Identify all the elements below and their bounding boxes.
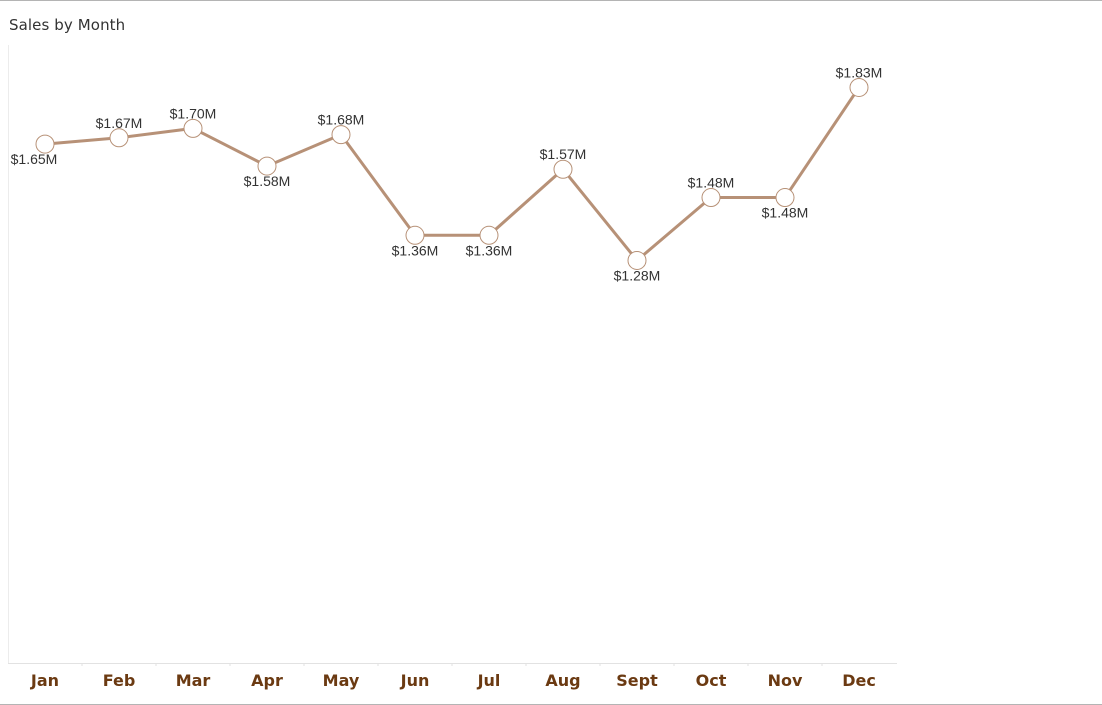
data-label-sept: $1.28M <box>614 267 661 283</box>
data-label-dec: $1.83M <box>836 64 883 80</box>
data-point-jan[interactable] <box>35 134 55 154</box>
chart-title: Sales by Month <box>9 16 126 34</box>
data-label-jul: $1.36M <box>466 242 513 258</box>
data-label-oct: $1.48M <box>688 175 735 191</box>
data-point-oct[interactable] <box>701 188 721 208</box>
x-tick-label-sept: Sept <box>616 671 658 690</box>
data-label-may: $1.68M <box>318 112 365 128</box>
data-point-sept[interactable] <box>627 250 647 270</box>
data-point-feb[interactable] <box>109 128 129 148</box>
data-point-nov[interactable] <box>775 188 795 208</box>
x-axis: Jan Feb Mar Apr May Jun Jul Aug Sept Oct Nov Dec <box>30 663 876 690</box>
data-label-feb: $1.67M <box>96 115 143 131</box>
data-point-mar[interactable] <box>183 118 203 138</box>
x-tick-label-oct: Oct <box>696 671 727 690</box>
x-tick-label-mar: Mar <box>176 671 211 690</box>
data-point-apr[interactable] <box>257 156 277 176</box>
x-tick-label-dec: Dec <box>842 671 876 690</box>
x-tick-label-may: May <box>323 671 360 690</box>
x-tick-label-feb: Feb <box>103 671 136 690</box>
data-label-mar: $1.70M <box>170 105 217 121</box>
x-tick-label-nov: Nov <box>768 671 803 690</box>
x-tick-label-aug: Aug <box>545 671 580 690</box>
data-point-dec[interactable] <box>849 77 869 97</box>
data-label-aug: $1.57M <box>540 146 587 162</box>
data-label-nov: $1.48M <box>762 205 809 221</box>
data-label-jun: $1.36M <box>392 242 439 258</box>
data-point-aug[interactable] <box>553 159 573 179</box>
data-point-jul[interactable] <box>479 225 499 245</box>
series-sales: $1.65M $1.67M $1.70M $1.58M $1.68M $1.36M $1.3… <box>11 64 883 283</box>
x-tick-label-apr: Apr <box>251 671 283 690</box>
data-label-jan: $1.65M <box>11 151 58 167</box>
data-point-may[interactable] <box>331 125 351 145</box>
data-point-jun[interactable] <box>405 225 425 245</box>
x-tick-label-jun: Jun <box>400 671 430 690</box>
x-tick-label-jul: Jul <box>477 671 501 690</box>
sales-line <box>44 86 861 262</box>
x-tick-label-jan: Jan <box>30 671 59 690</box>
data-label-apr: $1.58M <box>244 173 291 189</box>
